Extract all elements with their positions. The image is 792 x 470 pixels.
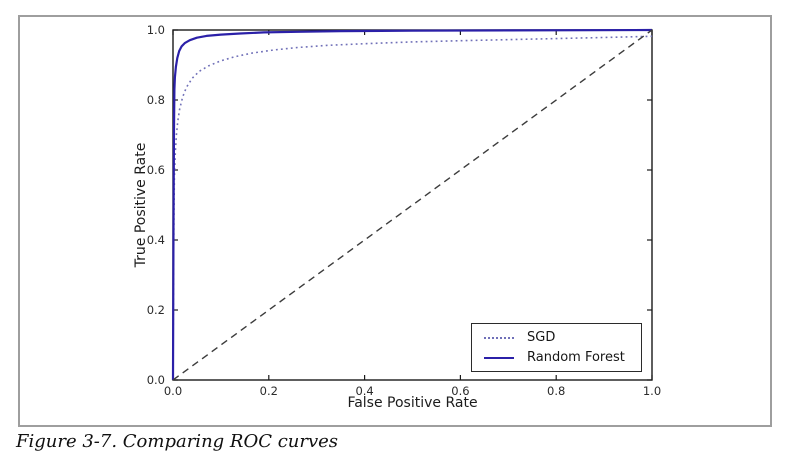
roc-curve-random-forest bbox=[171, 28, 653, 381]
legend-label-sgd: SGD bbox=[527, 330, 556, 345]
legend-entry-random-forest: Random Forest bbox=[472, 350, 641, 365]
x-tick-label: 0.8 bbox=[547, 384, 565, 398]
x-axis-label: False Positive Rate bbox=[347, 395, 478, 411]
y-tick-label: 0.2 bbox=[147, 303, 165, 317]
y-axis-label: True Positive Rate bbox=[133, 142, 149, 268]
random-forest-solid-line-swatch bbox=[484, 356, 514, 359]
y-tick-label: 0.4 bbox=[147, 233, 165, 247]
chance-diagonal-line bbox=[172, 29, 653, 381]
x-tick-label: 1.0 bbox=[643, 384, 661, 398]
figure-frame: 0.0 0.2 0.4 0.6 0.8 1.0 0.0 0.2 0.4 0.6 0.8 1.0 Fal… bbox=[18, 15, 772, 427]
y-tick-label: 0.6 bbox=[147, 163, 165, 177]
x-tick-label: 0.0 bbox=[164, 384, 182, 398]
y-tick-label: 0.8 bbox=[147, 93, 165, 107]
legend-entry-sgd: SGD bbox=[472, 330, 641, 345]
figure-caption: Figure 3-7. Comparing ROC curves bbox=[16, 431, 339, 452]
legend-label-random-forest: Random Forest bbox=[527, 350, 625, 365]
x-tick-label: 0.2 bbox=[260, 384, 278, 398]
x-tick-label: 0.6 bbox=[451, 384, 469, 398]
y-tick-label: 0.0 bbox=[147, 373, 165, 387]
roc-chart: 0.0 0.2 0.4 0.6 0.8 1.0 0.0 0.2 0.4 0.6 0.8 1.0 bbox=[147, 23, 661, 398]
sgd-dotted-line-swatch bbox=[484, 336, 514, 339]
y-tick-label: 1.0 bbox=[147, 23, 165, 37]
legend: SGD Random Forest bbox=[471, 323, 642, 372]
x-tick-label: 0.4 bbox=[355, 384, 373, 398]
roc-curve-sgd bbox=[172, 35, 653, 381]
